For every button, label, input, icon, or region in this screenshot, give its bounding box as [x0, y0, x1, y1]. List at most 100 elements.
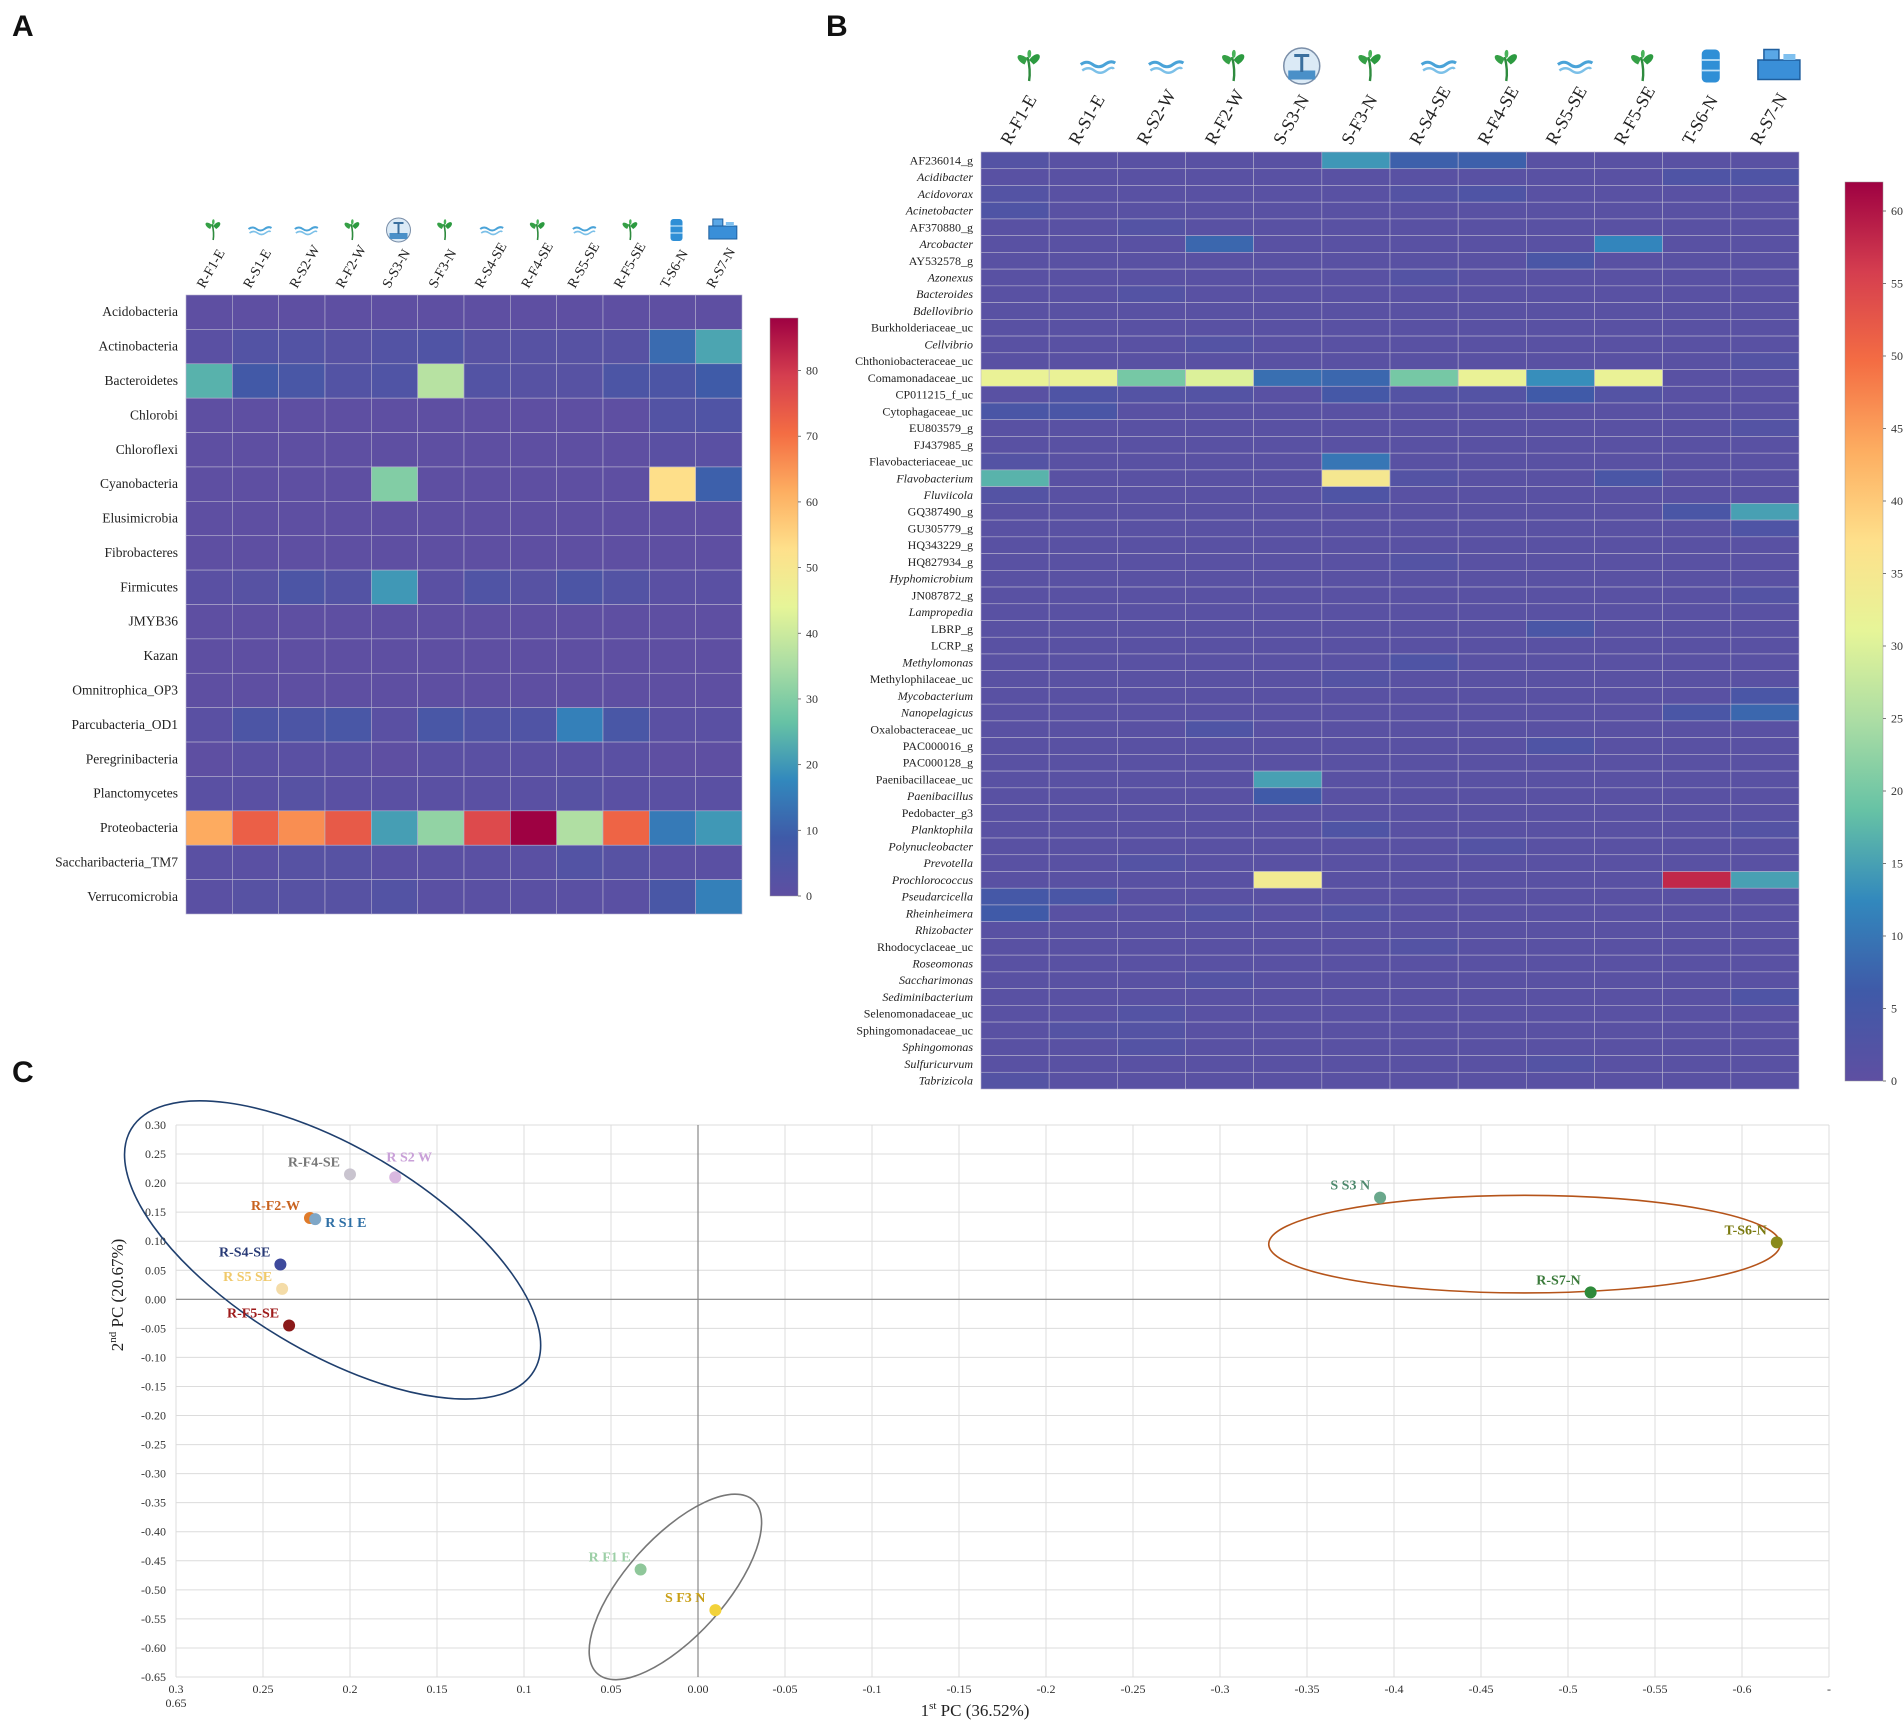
heatmap-cell [1048, 201, 1118, 220]
heatmap-cell [1253, 988, 1323, 1006]
heatmap-cell [1526, 887, 1595, 906]
heatmap-cell [1662, 235, 1732, 253]
facility-tower [1763, 48, 1780, 61]
heatmap-cell [1457, 218, 1527, 236]
heatmap-cell [1321, 837, 1391, 856]
heatmap-cell [232, 501, 279, 537]
heatmap-cell [1321, 887, 1391, 906]
heatmap-cell [1117, 887, 1186, 906]
heatmap-cell [1389, 570, 1459, 588]
heatmap-cell [1526, 804, 1595, 822]
colorbar-tick-label: 20 [806, 758, 818, 772]
heatmap-cell [1253, 352, 1323, 370]
colorbar-tick-label: 25 [1891, 712, 1903, 726]
plant-leaf [205, 222, 213, 229]
heatmap-cell [1185, 938, 1254, 956]
colorbar-tick-label: 50 [1891, 349, 1903, 363]
heatmap-cell [510, 397, 557, 433]
heatmap-cell [649, 432, 696, 468]
heatmap-cell [556, 363, 604, 399]
heatmap-cell [1730, 252, 1800, 270]
pca-point [344, 1168, 356, 1181]
tank-body [670, 219, 683, 241]
heatmap-cell [417, 638, 465, 674]
heatmap-cell [1048, 971, 1118, 989]
heatmap-cell [1662, 603, 1732, 621]
heatmap-cell [1117, 586, 1186, 605]
heatmap-cell [1594, 201, 1663, 220]
water-icon [479, 226, 504, 236]
y-tick-label: -0.35 [141, 1496, 166, 1510]
heatmap-cell [1662, 837, 1732, 856]
heatmap-cell [1662, 201, 1732, 220]
y-tick-label: -0.25 [141, 1438, 166, 1452]
heatmap-cell [1048, 235, 1118, 253]
heatmap-cell [1662, 787, 1732, 805]
heatmap-cell [1048, 335, 1118, 354]
heatmap-cell [556, 535, 604, 571]
row-label: Sphingomonadaceae_uc [856, 1023, 973, 1037]
plant-leaf [1506, 54, 1517, 65]
heatmap-cell [1117, 988, 1186, 1006]
column-label: S-S3-N [1269, 91, 1313, 148]
x-tick-label: -0.05 [773, 1682, 798, 1696]
heatmap-cell [556, 672, 604, 708]
heatmap-cell [1662, 352, 1732, 370]
heatmap-cell [1457, 1038, 1527, 1056]
heatmap-cell [1185, 754, 1254, 772]
heatmap-cell [1185, 670, 1254, 688]
heatmap-cell [980, 503, 1050, 521]
heatmap-cell [1253, 670, 1323, 688]
pca-y-axis-title: 2nd PC (20.67%) [107, 1239, 127, 1352]
heatmap-cell [1253, 369, 1323, 387]
heatmap-cell [1253, 302, 1323, 320]
heatmap-cell [649, 294, 696, 330]
plant-icon [529, 219, 545, 241]
heatmap-cell [1526, 787, 1595, 805]
heatmap-cell [602, 501, 650, 537]
heatmap-cell [980, 285, 1050, 303]
heatmap-cell [1117, 703, 1186, 722]
heatmap-cell [1117, 971, 1186, 989]
heatmap-cell [980, 620, 1050, 638]
heatmap-cell [1185, 1038, 1254, 1056]
plant-leaf [1504, 49, 1509, 59]
plant-leaf [351, 219, 354, 225]
heatmap-cell [1185, 954, 1254, 973]
heatmap-cell [1662, 820, 1732, 839]
heatmap-cell [1594, 887, 1663, 906]
heatmap-cell [1594, 837, 1663, 856]
heatmap-cell [1048, 503, 1118, 521]
heatmap-cell [232, 741, 279, 777]
heatmap-cell [649, 466, 696, 502]
plant-leaf [630, 222, 638, 229]
heatmap-cell [1457, 302, 1527, 320]
heatmap-cell [1389, 268, 1459, 287]
heatmap-cell [1730, 1005, 1800, 1023]
heatmap-cell [1117, 335, 1186, 354]
heatmap-cell [1662, 1005, 1732, 1023]
heatmap-cell [371, 672, 418, 708]
heatmap-cell [1185, 770, 1254, 789]
heatmap-cell [278, 672, 326, 708]
heatmap-cell [1253, 235, 1323, 253]
plant-icon [1222, 49, 1245, 82]
heatmap-cell [1253, 770, 1323, 789]
heatmap-cell [417, 501, 465, 537]
heatmap-cell [649, 329, 696, 365]
heatmap-cell [1730, 1038, 1800, 1056]
heatmap-cell [1526, 770, 1595, 789]
water-icon [572, 226, 597, 236]
wave-line [1081, 66, 1115, 74]
heatmap-cell [1321, 486, 1391, 504]
heatmap-cell [1526, 754, 1595, 772]
y-tick-label: 0.05 [145, 1263, 166, 1277]
tank-bands [670, 225, 683, 234]
heatmap-cell [1389, 151, 1459, 170]
heatmap-cell [1730, 302, 1800, 320]
heatmap-cell [1253, 754, 1323, 772]
heatmap-cell [1185, 820, 1254, 839]
heatmap-cell [556, 707, 604, 743]
heatmap-cell [1730, 151, 1800, 170]
heatmap-cell [1526, 486, 1595, 504]
